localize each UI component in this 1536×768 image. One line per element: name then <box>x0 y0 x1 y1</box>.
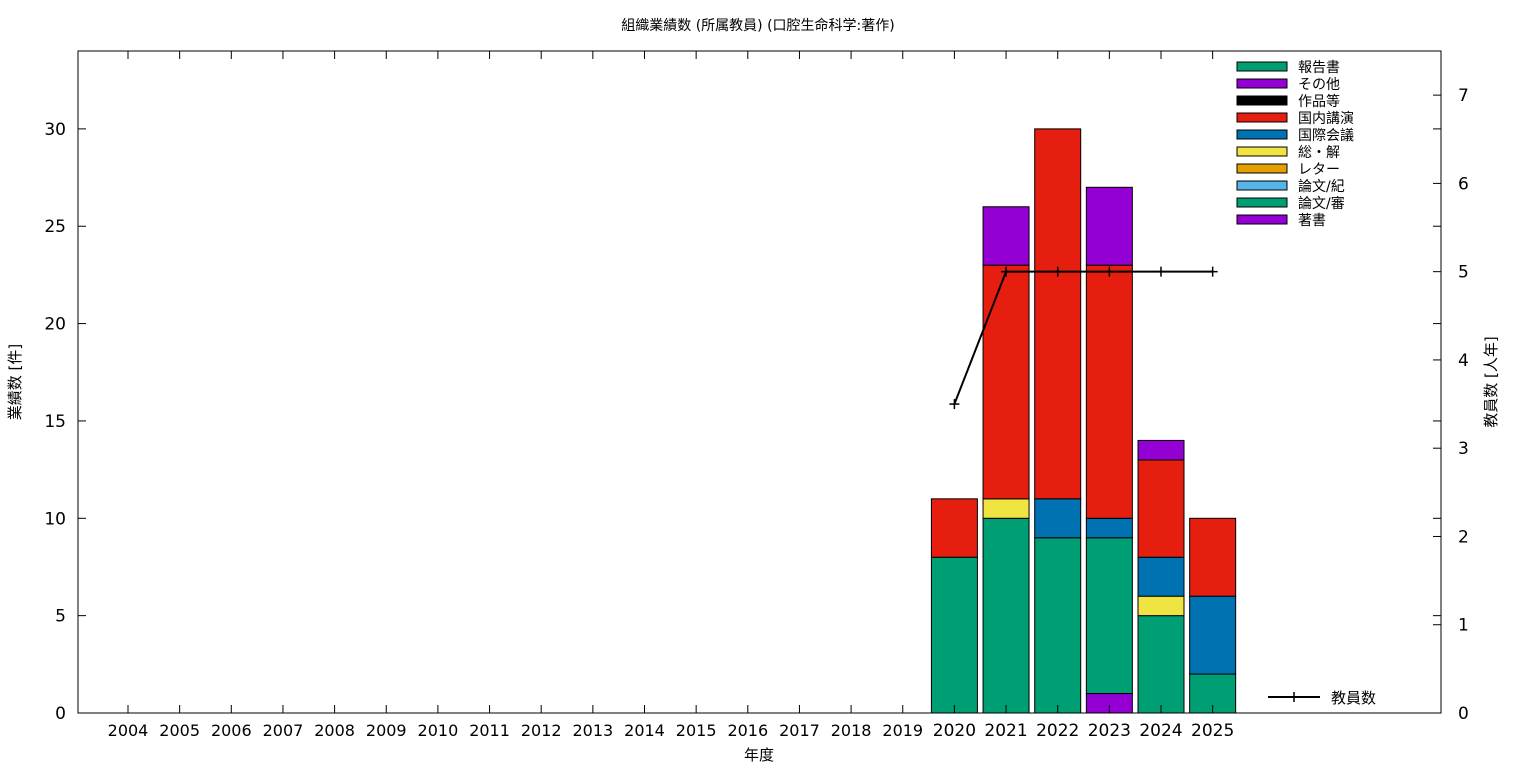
y-tick-label: 0 <box>55 704 66 724</box>
bar-segment <box>1137 556 1185 597</box>
y-axis-label: 業績数 [件] <box>6 344 24 420</box>
y2-axis: 0 1 2 3 4 5 6 7 <box>1433 86 1469 724</box>
x-tick-label: 2005 <box>159 721 200 740</box>
legend-swatch <box>1236 180 1288 191</box>
legend-label: 国内講演 <box>1298 111 1354 127</box>
bar-segment <box>930 498 978 558</box>
line-layer <box>949 266 1218 410</box>
y2-tick-label: 7 <box>1458 86 1469 106</box>
bar-segment <box>1085 537 1133 695</box>
x-tick-label: 2011 <box>469 721 510 740</box>
y-tick-label: 15 <box>44 412 66 432</box>
x-tick-label: 2024 <box>1139 721 1182 741</box>
legend-label: 国際会議 <box>1298 127 1354 144</box>
x-tick-label: 2018 <box>831 721 872 740</box>
legend-label: 論文/審 <box>1298 196 1345 212</box>
bar-segment <box>1137 459 1185 558</box>
legend-label: その他 <box>1298 77 1340 93</box>
bar-segment <box>1137 439 1185 461</box>
legend-swatch <box>1236 95 1288 106</box>
x-tick-label: 2015 <box>676 721 717 740</box>
bar-segment <box>982 206 1030 266</box>
bar-segment <box>982 498 1030 519</box>
x-tick-label: 2019 <box>882 721 923 740</box>
bar-segment <box>930 556 978 714</box>
legend-swatch <box>1236 163 1288 174</box>
y2-tick-label: 3 <box>1458 439 1469 459</box>
y2-tick-label: 5 <box>1458 263 1469 283</box>
legend-label: 著書 <box>1298 213 1326 229</box>
x-tick-label: 2017 <box>779 721 820 740</box>
bar-segment <box>1085 264 1133 519</box>
bar-segment <box>1034 537 1082 714</box>
y-tick-label: 20 <box>44 315 66 335</box>
x-tick-label: 2023 <box>1088 721 1131 741</box>
legend-swatch <box>1236 146 1288 157</box>
y2-tick-label: 4 <box>1458 351 1469 371</box>
bar-segment <box>1189 595 1237 675</box>
legend-label: レター <box>1298 162 1340 178</box>
legend-label: 作品等 <box>1298 93 1340 110</box>
legend-label: 総・解 <box>1298 145 1340 161</box>
y2-tick-label: 2 <box>1458 527 1469 547</box>
bar-segment <box>982 264 1030 500</box>
x-tick-label: 2014 <box>624 721 665 740</box>
x-tick-label: 2007 <box>263 721 304 740</box>
x-tick-label: 2004 <box>108 721 149 740</box>
x-tick-label: 2022 <box>1036 721 1079 741</box>
bar-segment <box>1137 595 1185 617</box>
bar-segment <box>1085 186 1133 266</box>
y2-tick-label: 6 <box>1458 174 1469 194</box>
line-legend: 教員数 <box>1268 689 1376 707</box>
line-legend-label: 教員数 <box>1331 689 1376 707</box>
y2-axis-label: 教員数 [人年] <box>1482 336 1500 427</box>
x-tick-label: 2008 <box>314 721 355 740</box>
x-tick-label: 2010 <box>418 721 459 740</box>
y2-tick-label: 0 <box>1458 704 1469 724</box>
legend-swatch <box>1236 197 1288 208</box>
legend-swatch <box>1236 61 1288 72</box>
bar-segment <box>1189 517 1237 597</box>
x-tick-label: 2009 <box>366 721 407 740</box>
x-tick-label: 2020 <box>933 721 976 741</box>
x-tick-label: 2006 <box>211 721 252 740</box>
plot-frame <box>77 50 1442 714</box>
y2-tick-label: 1 <box>1458 616 1469 636</box>
legend-label: 報告書 <box>1298 60 1340 76</box>
x-tick-label: 2021 <box>984 721 1027 741</box>
x-tick-label: 2016 <box>727 721 768 740</box>
bar-segment <box>1034 498 1082 539</box>
x-tick-label: 2025 <box>1191 721 1234 741</box>
x-axis-label: 年度 <box>744 746 774 764</box>
legend-swatch <box>1236 78 1288 89</box>
y-tick-label: 25 <box>44 217 66 237</box>
bar-segment <box>982 517 1030 714</box>
bar-segment <box>1085 517 1133 539</box>
line-series <box>953 270 1213 405</box>
legend-swatch <box>1236 214 1288 225</box>
y-tick-label: 10 <box>44 509 66 529</box>
y-tick-label: 5 <box>55 607 66 627</box>
y-tick-label: 30 <box>44 120 66 140</box>
x-tick-label: 2012 <box>521 721 562 740</box>
bar-layer <box>930 128 1237 714</box>
legend-swatch <box>1236 129 1288 140</box>
legend-label: 論文/紀 <box>1298 179 1345 195</box>
x-axis: 2004 2005 2006 2007 2008 2009 2010 2011 2012 2013… <box>108 51 1234 741</box>
x-tick-label: 2013 <box>572 721 613 740</box>
legend-swatch <box>1236 112 1288 123</box>
bar-segment <box>1034 128 1082 500</box>
chart-title: 組織業績数 (所属教員) (口腔生命科学:著作) <box>621 17 894 34</box>
bar-segment <box>1137 615 1185 714</box>
